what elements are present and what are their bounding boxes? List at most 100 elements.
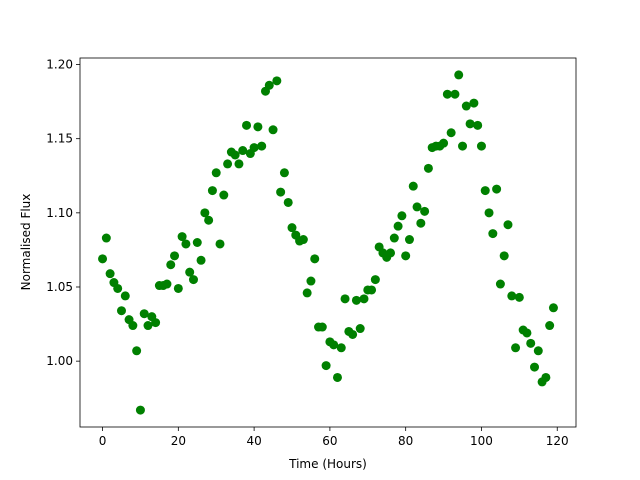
point bbox=[173, 283, 183, 293]
point bbox=[473, 120, 483, 130]
point bbox=[442, 89, 452, 99]
point bbox=[143, 321, 153, 331]
point bbox=[242, 120, 252, 130]
plot-frame bbox=[79, 57, 577, 428]
point bbox=[310, 254, 320, 264]
point bbox=[120, 291, 130, 301]
point bbox=[446, 128, 456, 138]
point bbox=[272, 76, 282, 86]
point bbox=[317, 322, 327, 332]
y-tick-label: 1.10 bbox=[46, 206, 73, 220]
point bbox=[185, 267, 195, 277]
point bbox=[367, 285, 377, 295]
point bbox=[306, 276, 316, 286]
point bbox=[548, 303, 558, 313]
point bbox=[151, 318, 161, 328]
point bbox=[132, 346, 142, 356]
point bbox=[476, 141, 486, 151]
point bbox=[234, 159, 244, 169]
point bbox=[204, 215, 214, 225]
y-tick-label: 1.00 bbox=[46, 354, 73, 368]
point bbox=[340, 294, 350, 304]
point bbox=[219, 190, 229, 200]
point bbox=[458, 141, 468, 151]
point bbox=[461, 101, 471, 111]
point bbox=[128, 321, 138, 331]
point bbox=[200, 208, 210, 218]
y-axis-label: Normalised Flux bbox=[19, 194, 33, 291]
point bbox=[207, 186, 217, 196]
point bbox=[351, 295, 361, 305]
point bbox=[465, 119, 475, 129]
point bbox=[522, 328, 532, 338]
point bbox=[530, 362, 540, 372]
point bbox=[223, 159, 233, 169]
point bbox=[484, 208, 494, 218]
point bbox=[492, 184, 502, 194]
point bbox=[139, 309, 149, 319]
point bbox=[298, 235, 308, 245]
point bbox=[287, 223, 297, 233]
point bbox=[511, 343, 521, 353]
point bbox=[370, 275, 380, 285]
point bbox=[348, 329, 358, 339]
point bbox=[533, 346, 543, 356]
point bbox=[514, 292, 524, 302]
y-tick-label: 1.15 bbox=[46, 132, 73, 146]
x-tick-label: 20 bbox=[171, 434, 186, 448]
point bbox=[101, 233, 111, 243]
point bbox=[230, 150, 240, 160]
point bbox=[105, 269, 115, 279]
point bbox=[423, 163, 433, 173]
x-tick-label: 120 bbox=[546, 434, 569, 448]
x-tick-label: 60 bbox=[322, 434, 337, 448]
point bbox=[545, 321, 555, 331]
point bbox=[192, 238, 202, 247]
point bbox=[302, 288, 312, 298]
point bbox=[98, 254, 108, 264]
y-tick-label: 1.20 bbox=[46, 58, 73, 72]
point bbox=[469, 98, 479, 108]
point bbox=[257, 141, 267, 151]
point bbox=[454, 70, 464, 80]
y-tick-label: 1.05 bbox=[46, 280, 73, 294]
point bbox=[336, 343, 346, 353]
point bbox=[162, 279, 172, 289]
point bbox=[135, 405, 145, 415]
point bbox=[507, 291, 517, 301]
point bbox=[283, 197, 293, 207]
point bbox=[116, 306, 126, 316]
point bbox=[541, 372, 551, 382]
point bbox=[188, 275, 198, 285]
point bbox=[215, 239, 225, 249]
point bbox=[412, 202, 422, 212]
x-tick-label: 80 bbox=[398, 434, 413, 448]
point bbox=[181, 239, 191, 249]
point bbox=[404, 235, 414, 245]
point bbox=[249, 143, 259, 153]
point bbox=[170, 251, 180, 261]
point bbox=[332, 372, 342, 382]
point bbox=[279, 168, 289, 178]
point bbox=[420, 206, 430, 216]
point bbox=[196, 255, 206, 265]
point bbox=[355, 324, 365, 334]
point bbox=[488, 229, 498, 239]
point bbox=[495, 279, 505, 289]
point bbox=[408, 181, 418, 191]
point bbox=[166, 260, 176, 270]
point bbox=[526, 338, 536, 348]
point bbox=[359, 294, 369, 304]
point bbox=[264, 80, 274, 90]
point bbox=[480, 186, 490, 196]
point bbox=[503, 220, 513, 230]
x-tick-label: 40 bbox=[246, 434, 261, 448]
point bbox=[177, 232, 187, 242]
point bbox=[393, 221, 403, 231]
point bbox=[386, 248, 396, 258]
point bbox=[238, 146, 248, 156]
point bbox=[389, 233, 399, 243]
x-tick-label: 0 bbox=[99, 434, 107, 448]
point bbox=[113, 283, 123, 293]
